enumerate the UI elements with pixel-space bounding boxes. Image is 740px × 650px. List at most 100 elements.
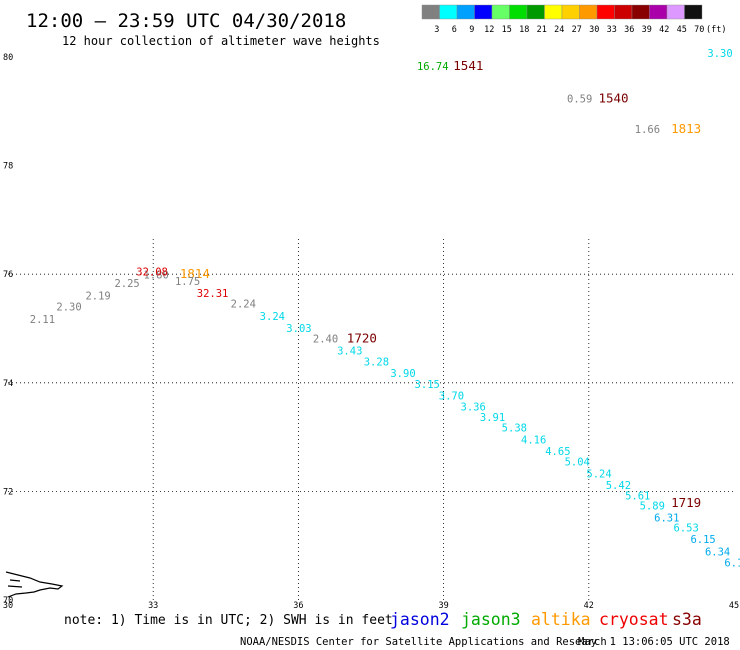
- scale-tick-label: 36: [624, 25, 634, 35]
- coastline-path: [5, 571, 64, 598]
- wave-height-reading: 1.80: [144, 270, 169, 282]
- lat-tick-label: 78: [3, 162, 13, 172]
- lon-tick-label: 33: [148, 601, 158, 611]
- scale-tick-label: 12: [484, 25, 494, 35]
- lon-tick-label: 42: [584, 601, 594, 611]
- wave-height-reading: 2.25: [114, 278, 139, 290]
- scale-swatch: [666, 4, 685, 20]
- scale-unit-label: (ft): [706, 25, 726, 35]
- wave-height-reading: 6.53: [674, 523, 699, 535]
- scale-tick-label: 9: [469, 25, 474, 35]
- scale-tick-label: 39: [642, 25, 652, 35]
- scale-swatch: [491, 4, 510, 20]
- satellite-legend-s3a: s3a: [672, 610, 702, 629]
- wave-height-reading: 5.04: [565, 456, 590, 468]
- wave-height-reading: 32.08: [136, 266, 168, 278]
- wave-height-reading: 3.91: [480, 412, 505, 424]
- scale-swatch: [596, 4, 615, 20]
- chart-subtitle: 12 hour collection of altimeter wave hei…: [62, 34, 380, 48]
- wave-height-reading: 3.03: [286, 323, 311, 335]
- wave-height-reading: 6.1: [724, 557, 740, 569]
- scale-swatch: [544, 4, 563, 20]
- wave-height-reading: 5.61: [625, 491, 650, 503]
- wave-height-reading: 1.66: [635, 124, 660, 136]
- pass-time-label: 1541: [453, 58, 483, 73]
- lon-tick-label: 39: [438, 601, 448, 611]
- scale-tick-label: 45: [677, 25, 687, 35]
- wave-height-readings: 16.74 1541 0.59 1540 3.30 1.66 1813 2.112.30 2.1…: [30, 48, 740, 569]
- lat-lon-grid: [8, 238, 734, 600]
- wave-height-reading: 5.89: [640, 500, 665, 512]
- wave-height-reading: 3.90: [390, 368, 415, 380]
- scale-swatch: [439, 4, 458, 20]
- wave-height-reading: 6.31: [654, 512, 679, 524]
- scale-swatch: [614, 4, 633, 20]
- wave-height-reading: 2.24: [231, 298, 256, 310]
- generated-timestamp: May 1 13:06:05 UTC 2018: [578, 636, 730, 648]
- wave-height-reading: 3.28: [364, 356, 389, 368]
- wave-height-reading: 2.30: [56, 302, 81, 314]
- wave-height-reading: 16.74: [417, 61, 449, 73]
- wave-height-reading: 3.15: [415, 379, 440, 391]
- satellite-legend-cryosat: cryosat: [599, 610, 669, 629]
- wave-height-reading: 3.43: [337, 346, 362, 358]
- scale-swatch: [526, 4, 545, 20]
- scale-tick-label: 42: [659, 25, 669, 35]
- axis-tick-labels: 30 33 36 39 42 45 70 72 74 76 78 80: [3, 53, 739, 611]
- scale-tick-label: 21: [537, 25, 547, 35]
- scale-tick-label: 24: [554, 25, 564, 35]
- scale-swatch: [631, 4, 650, 20]
- scale-tick-label: 27: [572, 25, 582, 35]
- pass-time-label: 1814: [180, 266, 210, 281]
- wave-height-reading: 1.75: [175, 276, 200, 288]
- wave-height-reading: 4.65: [545, 446, 570, 458]
- lat-tick-label: 80: [3, 53, 13, 63]
- chart-title: 12:00 – 23:59 UTC 04/30/2018: [26, 10, 346, 32]
- wave-height-reading: 6.34: [705, 546, 730, 558]
- scale-tick-label: 18: [519, 25, 529, 35]
- pass-time-label: 1719: [671, 495, 701, 510]
- scale-swatch: [684, 4, 703, 20]
- satellite-legend-altika: altika: [531, 610, 591, 629]
- wave-height-reading: 0.59: [567, 94, 592, 106]
- scale-swatch: [579, 4, 598, 20]
- scale-tick-label: 70: [694, 25, 704, 35]
- scale-swatch: [509, 4, 528, 20]
- wave-height-reading: 4.16: [521, 435, 546, 447]
- lat-tick-label: 70: [3, 596, 13, 606]
- footer-note: note: 1) Time is in UTC; 2) SWH is in fe…: [64, 613, 393, 628]
- wave-height-reading: 3.30: [707, 48, 732, 60]
- satellite-legend-jason2: jason2: [390, 610, 450, 629]
- scale-tick-label: 33: [607, 25, 617, 35]
- scale-tick-label: 6: [452, 25, 457, 35]
- wave-height-reading: 2.11: [30, 314, 55, 326]
- pass-time-label: 1540: [598, 91, 628, 106]
- scale-tick-label: 3: [434, 25, 439, 35]
- scale-swatch: [649, 4, 668, 20]
- satellite-legend-jason3: jason3: [461, 610, 521, 629]
- wave-height-reading: 3.24: [260, 311, 285, 323]
- wave-height-color-scale: 3 6 9 12 15 18 21 24 27 30 33 36 39 42 45 70 (ft): [421, 4, 726, 35]
- lon-tick-label: 30: [3, 601, 13, 611]
- wave-height-reading: 3.36: [461, 401, 486, 413]
- wave-height-reading: 5.42: [606, 480, 631, 492]
- scale-tick-label: 30: [589, 25, 599, 35]
- pass-time-label: 1813: [671, 121, 701, 136]
- scale-swatch: [456, 4, 475, 20]
- lat-tick-label: 76: [3, 270, 13, 280]
- lat-tick-label: 74: [3, 379, 13, 389]
- wave-height-reading: 3.70: [439, 391, 464, 403]
- wave-height-reading: 5.24: [586, 468, 611, 480]
- scale-swatch: [421, 4, 440, 20]
- lon-tick-label: 36: [293, 601, 303, 611]
- scale-tick-label: 15: [502, 25, 512, 35]
- wave-height-reading: 2.40: [313, 334, 338, 346]
- wave-height-reading: 5.38: [502, 423, 527, 435]
- wave-height-reading: 32.31: [197, 288, 229, 300]
- satellite-legend: jason2 jason3 altika cryosat s3a: [390, 610, 702, 629]
- coastline: [5, 571, 64, 598]
- pass-time-label: 1720: [347, 331, 377, 346]
- lon-tick-label: 45: [729, 601, 739, 611]
